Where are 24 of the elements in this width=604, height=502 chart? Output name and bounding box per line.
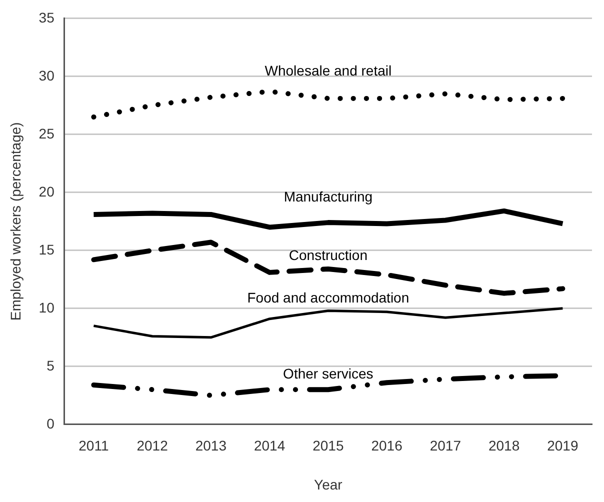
y-tick-label: 35: [38, 9, 55, 26]
x-tick-label: 2015: [312, 438, 344, 454]
x-tick-label: 2012: [136, 438, 168, 454]
series-label: Other services: [283, 365, 374, 382]
series-label: Food and accommodation: [247, 290, 410, 306]
x-axis-title: Year: [314, 476, 343, 492]
x-tick-label: 2019: [547, 438, 578, 454]
x-tick-label: 2013: [195, 438, 227, 454]
x-tick-label: 2014: [254, 438, 286, 454]
y-tick-label: 5: [46, 357, 55, 374]
x-tick-label: 2011: [78, 438, 109, 454]
x-tick-label: 2016: [371, 438, 403, 454]
x-tick-label: 2017: [430, 438, 462, 454]
y-axis-title: Employed workers (percentage): [7, 122, 24, 321]
y-tick-label: 0: [46, 415, 55, 432]
x-tick-label: 2018: [488, 438, 520, 454]
series-label: Construction: [288, 246, 368, 263]
y-tick-label: 25: [38, 125, 55, 142]
y-tick-label: 15: [38, 241, 55, 258]
y-tick-label: 20: [38, 183, 55, 200]
y-tick-label: 10: [38, 299, 55, 316]
series-label: Manufacturing: [284, 188, 373, 204]
y-tick-label: 30: [38, 67, 55, 84]
series-label: Wholesale and retail: [264, 62, 392, 78]
